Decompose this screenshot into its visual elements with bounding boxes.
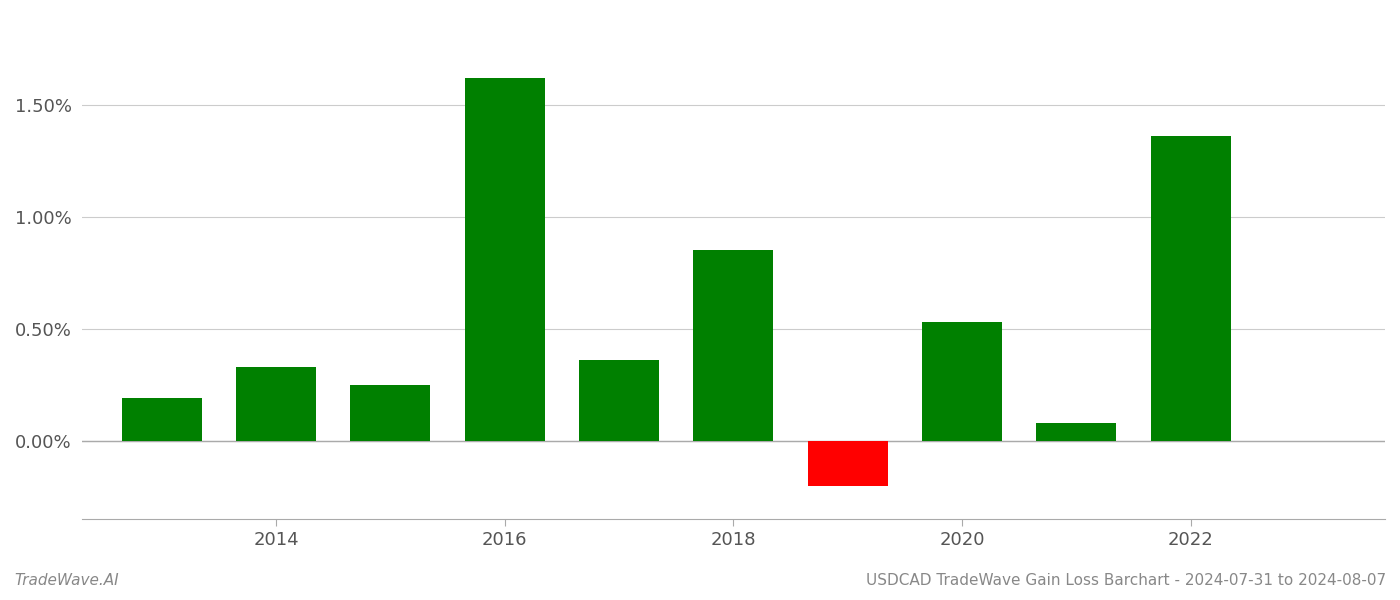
Bar <box>580 360 659 441</box>
Bar <box>122 398 202 441</box>
Bar <box>1036 423 1116 441</box>
Text: TradeWave.AI: TradeWave.AI <box>14 573 119 588</box>
Bar <box>465 78 545 441</box>
Bar <box>1151 136 1231 441</box>
Bar <box>350 385 430 441</box>
Text: USDCAD TradeWave Gain Loss Barchart - 2024-07-31 to 2024-08-07: USDCAD TradeWave Gain Loss Barchart - 20… <box>865 573 1386 588</box>
Bar <box>237 367 316 441</box>
Bar <box>693 250 773 441</box>
Bar <box>808 441 888 485</box>
Bar <box>923 322 1002 441</box>
